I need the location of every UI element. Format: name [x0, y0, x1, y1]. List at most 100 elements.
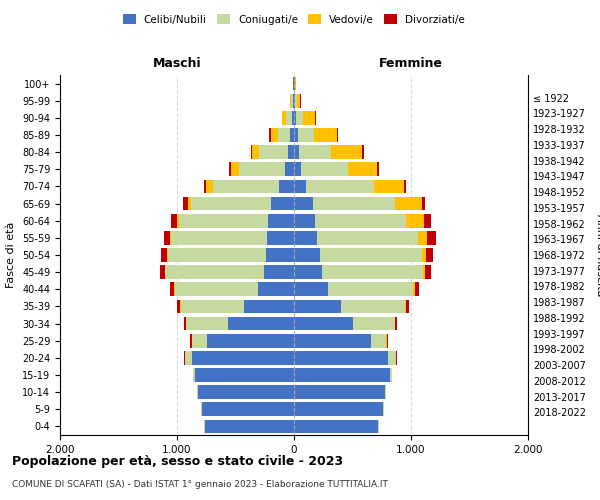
Bar — [263, 266, 294, 279]
Bar — [258, 282, 294, 296]
Bar — [229, 316, 294, 330]
Bar — [229, 162, 231, 176]
Bar — [294, 282, 328, 296]
Legend: Celibi/Nubili, Coniugati/e, Vedovi/e, Divorziati/e: Celibi/Nubili, Coniugati/e, Vedovi/e, Di… — [119, 10, 469, 29]
Bar — [268, 214, 294, 228]
Bar — [160, 266, 165, 279]
Bar — [294, 334, 371, 347]
Bar — [291, 94, 293, 108]
Bar — [304, 111, 315, 124]
Bar — [294, 214, 315, 228]
Bar — [313, 196, 395, 210]
Bar — [187, 316, 229, 330]
Bar — [269, 128, 271, 142]
Bar — [387, 334, 388, 347]
Bar — [184, 316, 186, 330]
Bar — [179, 214, 268, 228]
Bar — [188, 196, 191, 210]
Bar — [171, 231, 267, 244]
Bar — [294, 231, 317, 244]
Bar — [193, 368, 194, 382]
Y-axis label: Anni di nascita: Anni di nascita — [595, 214, 600, 296]
Bar — [192, 334, 208, 347]
Bar — [251, 146, 252, 159]
Bar — [406, 214, 424, 228]
Bar — [422, 196, 425, 210]
Bar — [208, 334, 294, 347]
Bar — [405, 300, 406, 314]
Bar — [297, 94, 301, 108]
Bar — [165, 266, 263, 279]
Bar — [371, 334, 386, 347]
Bar — [331, 146, 362, 159]
Bar — [294, 180, 306, 194]
Bar — [418, 231, 427, 244]
Bar — [294, 316, 353, 330]
Bar — [294, 402, 383, 416]
Bar — [406, 300, 409, 314]
Bar — [322, 266, 422, 279]
Bar — [404, 180, 406, 194]
Bar — [426, 248, 433, 262]
Bar — [185, 351, 192, 364]
Bar — [164, 231, 170, 244]
Bar — [205, 420, 294, 434]
Bar — [170, 282, 174, 296]
Bar — [177, 214, 179, 228]
Bar — [290, 128, 294, 142]
Bar — [171, 214, 177, 228]
Bar — [177, 300, 180, 314]
Bar — [320, 248, 422, 262]
Bar — [284, 162, 294, 176]
Bar — [192, 351, 294, 364]
Bar — [161, 248, 167, 262]
Bar — [286, 111, 292, 124]
Bar — [190, 334, 191, 347]
Bar — [388, 351, 396, 364]
Bar — [288, 146, 294, 159]
Text: Maschi: Maschi — [152, 57, 202, 70]
Bar — [206, 180, 213, 194]
Bar — [204, 180, 206, 194]
Bar — [295, 94, 297, 108]
Bar — [298, 128, 314, 142]
Bar — [266, 248, 294, 262]
Bar — [244, 300, 294, 314]
Bar — [290, 94, 291, 108]
Bar — [317, 231, 418, 244]
Bar — [374, 180, 404, 194]
Bar — [294, 146, 299, 159]
Bar — [306, 180, 374, 194]
Bar — [422, 248, 426, 262]
Bar — [294, 368, 390, 382]
Bar — [353, 316, 395, 330]
Bar — [294, 386, 385, 399]
Bar — [415, 282, 419, 296]
Bar — [328, 282, 413, 296]
Bar — [301, 162, 348, 176]
Bar — [413, 282, 415, 296]
Bar — [294, 351, 388, 364]
Bar — [202, 402, 294, 416]
Bar — [294, 94, 295, 108]
Bar — [278, 128, 290, 142]
Bar — [337, 128, 338, 142]
Bar — [293, 94, 294, 108]
Bar — [170, 231, 171, 244]
Bar — [294, 300, 341, 314]
Bar — [314, 128, 337, 142]
Text: Popolazione per età, sesso e stato civile - 2023: Popolazione per età, sesso e stato civil… — [12, 455, 343, 468]
Bar — [184, 196, 188, 210]
Bar — [390, 368, 392, 382]
Bar — [294, 248, 320, 262]
Bar — [191, 196, 271, 210]
Bar — [362, 146, 364, 159]
Text: COMUNE DI SCAFATI (SA) - Dati ISTAT 1° gennaio 2023 - Elaborazione TUTTITALIA.IT: COMUNE DI SCAFATI (SA) - Dati ISTAT 1° g… — [12, 480, 388, 489]
Bar — [292, 111, 294, 124]
Bar — [267, 231, 294, 244]
Text: Femmine: Femmine — [379, 57, 443, 70]
Bar — [299, 146, 331, 159]
Bar — [194, 368, 294, 382]
Bar — [294, 128, 298, 142]
Bar — [348, 162, 377, 176]
